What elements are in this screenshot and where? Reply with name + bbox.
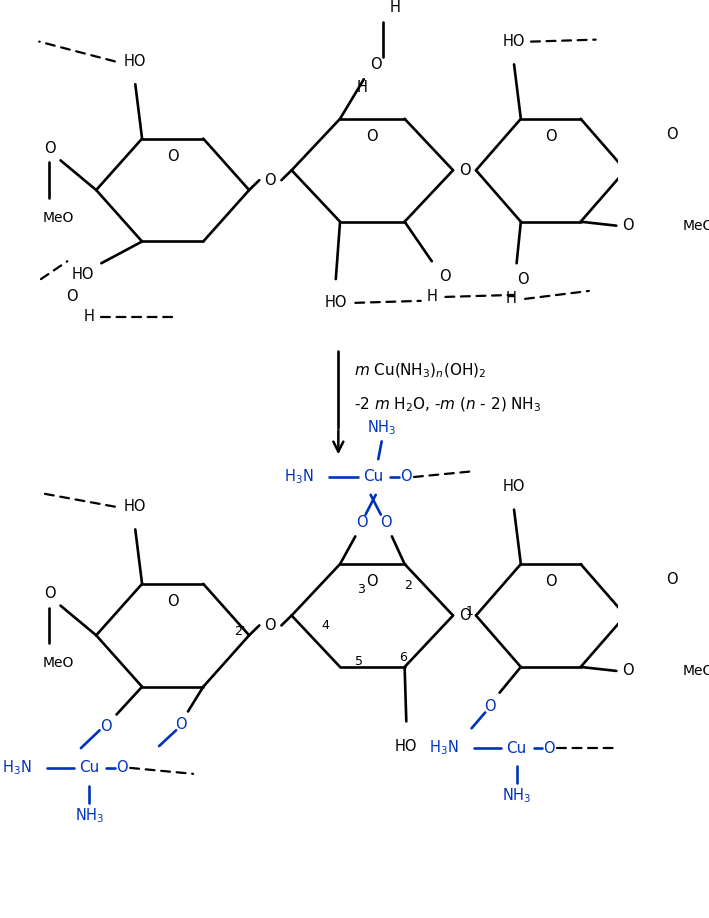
Text: H: H (389, 1, 400, 16)
Text: HO: HO (395, 739, 418, 754)
Text: $m$ Cu(NH$_3$)$_n$(OH)$_2$: $m$ Cu(NH$_3$)$_n$(OH)$_2$ (354, 362, 486, 380)
Text: H$_3$N: H$_3$N (430, 739, 459, 757)
Text: NH$_3$: NH$_3$ (367, 419, 396, 437)
Text: O: O (167, 149, 179, 164)
Text: O: O (543, 741, 554, 756)
Text: HO: HO (325, 296, 347, 310)
Text: H$_3$N: H$_3$N (284, 467, 313, 487)
Text: 4: 4 (321, 619, 329, 632)
Text: O: O (264, 618, 277, 633)
Text: O: O (517, 272, 528, 286)
Text: O: O (666, 573, 678, 588)
Text: Cu: Cu (506, 741, 527, 756)
Text: O: O (367, 575, 378, 589)
Text: MeO: MeO (43, 211, 74, 225)
Text: O: O (367, 129, 378, 144)
Text: 3: 3 (357, 583, 365, 597)
Text: O: O (400, 469, 411, 485)
Text: O: O (545, 129, 557, 144)
Text: O: O (459, 608, 470, 623)
Text: H: H (426, 289, 437, 305)
Text: O: O (623, 218, 634, 233)
Text: O: O (67, 289, 78, 305)
Text: 5: 5 (355, 655, 363, 667)
Text: -2 $m$ H$_2$O, -$m$ ($n$ - 2) NH$_3$: -2 $m$ H$_2$O, -$m$ ($n$ - 2) NH$_3$ (354, 396, 541, 414)
Text: MeO: MeO (43, 656, 74, 670)
Text: O: O (264, 173, 277, 187)
Text: O: O (116, 760, 128, 776)
Text: H: H (506, 291, 516, 307)
Text: MeO: MeO (683, 664, 709, 677)
Text: O: O (545, 575, 557, 589)
Text: O: O (370, 57, 381, 72)
Text: HO: HO (503, 34, 525, 50)
Text: O: O (666, 127, 678, 142)
Text: O: O (623, 664, 634, 678)
Text: NH$_3$: NH$_3$ (502, 786, 531, 805)
Text: 6: 6 (399, 651, 407, 664)
Text: O: O (380, 515, 392, 530)
Text: O: O (484, 699, 496, 714)
Text: O: O (357, 515, 368, 530)
Text: O: O (175, 717, 187, 732)
Text: O: O (459, 162, 470, 178)
Text: Cu: Cu (79, 760, 99, 776)
Text: HO: HO (124, 54, 147, 69)
Text: O: O (44, 141, 55, 156)
Text: H: H (357, 80, 368, 95)
Text: HO: HO (124, 499, 147, 514)
Text: O: O (440, 269, 451, 284)
Text: O: O (44, 587, 55, 601)
Text: O: O (101, 719, 112, 733)
Text: H: H (84, 309, 95, 324)
Text: 2: 2 (405, 579, 413, 592)
Text: MeO: MeO (683, 218, 709, 232)
Text: 2': 2' (235, 625, 246, 638)
Text: H$_3$N: H$_3$N (2, 758, 32, 778)
Text: 1: 1 (466, 605, 474, 618)
Text: HO: HO (503, 479, 525, 495)
Text: HO: HO (72, 266, 94, 282)
Text: NH$_3$: NH$_3$ (74, 806, 104, 824)
Text: Cu: Cu (363, 469, 384, 485)
Text: O: O (167, 594, 179, 610)
